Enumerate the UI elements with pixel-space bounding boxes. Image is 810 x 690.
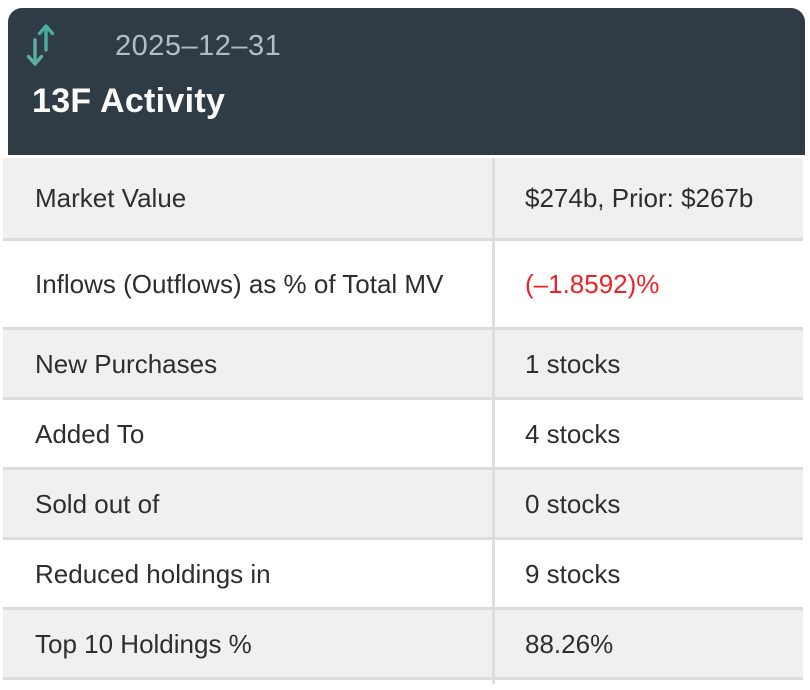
- row-label: Sold out of: [35, 488, 160, 519]
- header-top-row: 2025–12–31: [25, 21, 787, 71]
- row-value: $274b, Prior: $267b: [492, 158, 803, 238]
- row-value-negative: (–1.8592)%: [492, 241, 803, 327]
- row-label: Inflows (Outflows) as % of Total MV: [35, 269, 444, 299]
- row-value: 1 stocks: [492, 330, 803, 397]
- report-date: 2025–12–31: [115, 29, 282, 62]
- row-value: 88.26%: [492, 610, 803, 677]
- row-label: Reduced holdings in: [35, 558, 271, 589]
- table-row-inflows-outflows: Inflows (Outflows) as % of Total MV (–1.…: [3, 241, 803, 330]
- table-row-new-purchases: New Purchases 1 stocks: [3, 330, 803, 400]
- table-row-market-value: Market Value $274b, Prior: $267b: [3, 158, 803, 241]
- row-label: Added To: [35, 418, 145, 449]
- card-title: 13F Activity: [32, 82, 226, 120]
- 13f-activity-card: 2025–12–31 13F Activity Market Value $27…: [0, 8, 810, 684]
- row-value: 0 stocks: [492, 470, 803, 537]
- row-value: 4 stocks: [492, 400, 803, 467]
- row-label: Top 10 Holdings %: [35, 628, 252, 659]
- row-value: 9 stocks: [492, 540, 803, 607]
- table-row-partial: [3, 680, 803, 684]
- table-row-reduced-holdings: Reduced holdings in 9 stocks: [3, 540, 803, 610]
- table-row-top10-holdings: Top 10 Holdings % 88.26%: [3, 610, 803, 680]
- card-header: 2025–12–31 13F Activity: [8, 8, 805, 155]
- up-down-arrows-icon: [25, 22, 57, 70]
- row-label: Market Value: [35, 183, 187, 213]
- activity-table: Market Value $274b, Prior: $267b Inflows…: [3, 158, 803, 684]
- row-label: New Purchases: [35, 348, 218, 379]
- table-row-added-to: Added To 4 stocks: [3, 400, 803, 470]
- table-row-sold-out-of: Sold out of 0 stocks: [3, 470, 803, 540]
